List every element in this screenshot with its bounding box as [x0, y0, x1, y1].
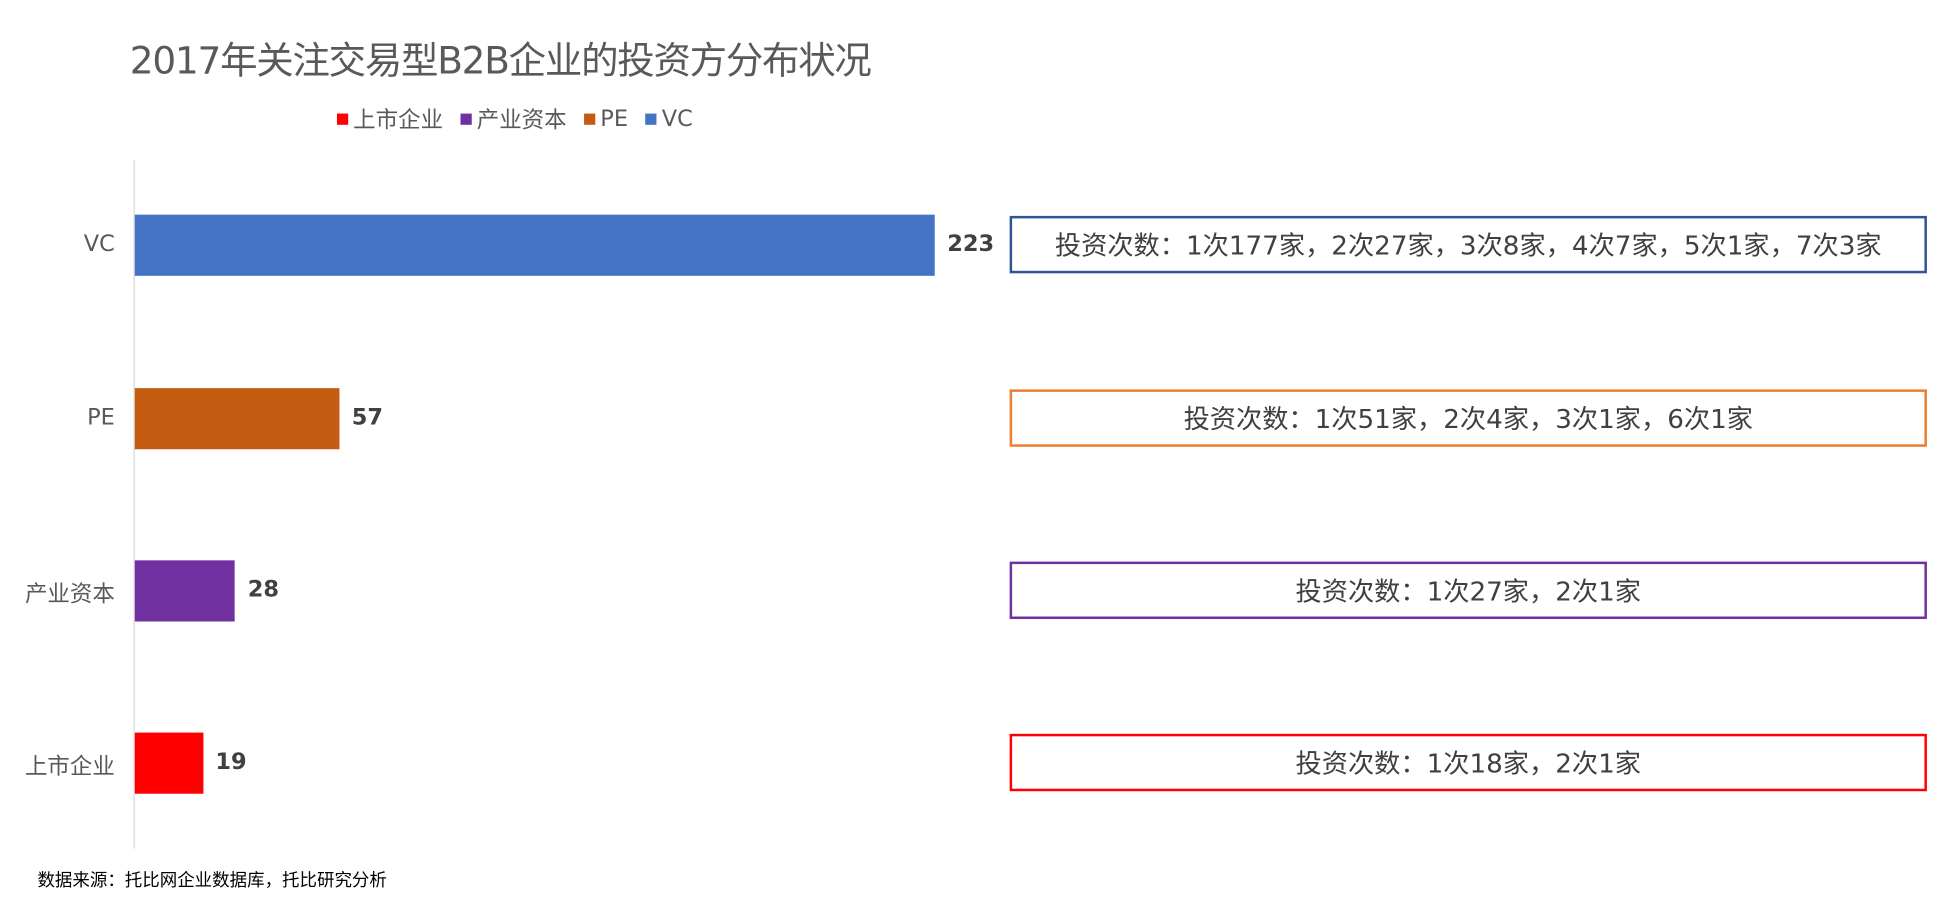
data-label: 223 — [947, 230, 995, 258]
bar — [134, 388, 340, 450]
category-label: PE — [87, 404, 115, 431]
legend-swatch — [336, 112, 349, 125]
legend-entry: VC — [645, 102, 693, 134]
annotation-box: 投资次数：1次51家，2次4家，3次1家，6次1家 — [1009, 389, 1927, 447]
bar — [134, 214, 935, 276]
legend-entry: 产业资本 — [460, 102, 567, 134]
annotation-box: 投资次数：1次18家，2次1家 — [1009, 733, 1927, 792]
legend-entry: 上市企业 — [336, 102, 444, 134]
y-axis-line — [133, 159, 135, 849]
legend-label: VC — [661, 105, 693, 132]
legend-swatch — [460, 112, 472, 125]
source-note: 数据来源：托比网企业数据库，托比研究分析 — [37, 871, 387, 892]
legend-label: 上市企业 — [353, 107, 444, 134]
data-label: 28 — [247, 576, 279, 603]
chart-title: 2017年关注交易型B2B企业的投资方分布状况 — [129, 39, 872, 84]
category-label: VC — [83, 230, 115, 258]
legend-label: PE — [600, 105, 629, 132]
bar — [134, 732, 203, 794]
legend: 上市企业 产业资本 PE VC — [336, 102, 693, 134]
category-label: 产业资本 — [24, 581, 115, 608]
legend-swatch — [584, 112, 596, 125]
legend-swatch — [645, 112, 657, 125]
annotation-box: 投资次数：1次27家，2次1家 — [1009, 561, 1927, 620]
bar — [134, 560, 236, 622]
legend-entry: PE — [584, 102, 628, 134]
annotation-box: 投资次数：1次177家，2次27家，3次8家，4次7家，5次1家，7次3家 — [1009, 215, 1927, 274]
data-label: 57 — [351, 404, 383, 431]
data-label: 19 — [215, 748, 247, 776]
category-label: 上市企业 — [24, 753, 115, 780]
legend-label: 产业资本 — [476, 107, 567, 134]
